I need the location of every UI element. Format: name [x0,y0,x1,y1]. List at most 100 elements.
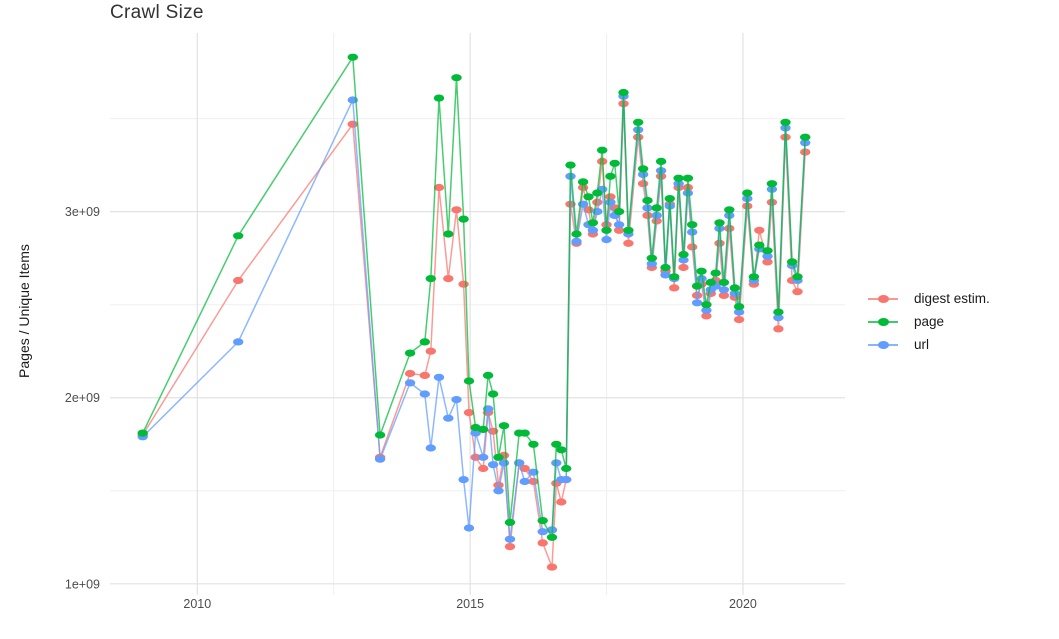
data-point[interactable] [519,429,530,437]
data-point[interactable] [374,431,386,439]
data-point[interactable] [618,88,629,97]
data-point[interactable] [651,204,662,212]
data-point[interactable] [673,174,684,182]
data-point[interactable] [733,316,745,324]
data-point[interactable] [687,243,698,251]
legend-item-digest-estim-[interactable]: digest estim. [868,290,990,307]
data-point[interactable] [637,170,649,178]
data-point[interactable] [705,278,716,286]
data-point[interactable] [443,275,454,283]
data-point[interactable] [786,258,798,266]
data-point[interactable] [347,120,358,128]
data-point[interactable] [487,390,499,398]
data-point[interactable] [792,288,803,296]
data-point[interactable] [669,284,680,292]
data-point[interactable] [597,146,608,154]
data-point[interactable] [519,477,530,486]
data-point[interactable] [556,498,567,506]
data-point[interactable] [762,258,773,266]
data-point[interactable] [780,118,791,126]
data-point[interactable] [691,299,703,307]
data-point[interactable] [678,250,689,259]
data-point[interactable] [478,425,489,433]
data-point[interactable] [766,180,778,188]
data-point[interactable] [546,533,558,541]
data-point[interactable] [754,241,765,249]
data-point[interactable] [425,444,436,452]
data-point[interactable] [551,459,562,467]
data-point[interactable] [762,252,773,260]
data-point[interactable] [623,226,634,234]
data-point[interactable] [729,289,740,298]
data-point[interactable] [664,195,675,203]
data-point[interactable] [404,379,416,387]
data-point[interactable] [718,278,730,286]
data-point[interactable] [623,239,634,247]
data-point[interactable] [433,94,445,102]
legend-item-url[interactable]: url [868,336,990,353]
data-point[interactable] [504,518,516,527]
data-point[interactable] [504,535,516,543]
data-point[interactable] [404,349,416,357]
data-point[interactable] [637,180,649,188]
data-point[interactable] [691,282,703,290]
data-point[interactable] [773,308,784,316]
data-point[interactable] [633,118,644,126]
data-point[interactable] [687,221,698,229]
data-point[interactable] [565,161,576,169]
data-point[interactable] [458,476,469,484]
data-point[interactable] [528,440,539,448]
data-point[interactable] [374,455,386,463]
data-point[interactable] [718,286,730,294]
data-point[interactable] [478,453,489,461]
data-point[interactable] [463,524,475,532]
data-point[interactable] [419,338,430,346]
data-point[interactable] [605,193,616,201]
data-point[interactable] [592,189,603,197]
data-point[interactable] [742,189,753,197]
data-point[interactable] [504,543,516,551]
data-point[interactable] [678,256,689,264]
data-point[interactable] [451,74,462,82]
data-point[interactable] [609,159,620,167]
data-point[interactable] [587,219,599,227]
data-point[interactable] [487,461,499,469]
data-point[interactable] [463,377,475,385]
data-point[interactable] [561,476,572,484]
data-point[interactable] [613,208,625,216]
data-point[interactable] [463,409,475,417]
data-point[interactable] [678,263,689,272]
data-point[interactable] [571,237,582,245]
data-point[interactable] [748,273,760,281]
legend-item-page[interactable]: page [868,313,990,330]
data-point[interactable] [478,464,489,473]
data-point[interactable] [669,273,680,281]
data-point[interactable] [482,371,494,379]
data-point[interactable] [404,369,416,378]
data-point[interactable] [419,390,430,398]
data-point[interactable] [701,312,712,320]
data-point[interactable] [762,247,773,255]
data-point[interactable] [470,453,481,461]
data-point[interactable] [682,189,694,197]
data-point[interactable] [729,284,740,292]
data-point[interactable] [493,487,504,495]
data-point[interactable] [451,206,462,214]
data-point[interactable] [773,325,784,333]
data-point[interactable] [682,174,694,182]
data-point[interactable] [592,198,603,206]
data-point[interactable] [551,440,562,448]
data-point[interactable] [587,226,599,234]
data-point[interactable] [433,373,445,381]
data-point[interactable] [613,221,625,229]
data-point[interactable] [655,157,667,165]
data-point[interactable] [773,314,784,322]
data-point[interactable] [419,371,430,379]
data-point[interactable] [425,275,436,283]
data-point[interactable] [718,291,730,299]
data-point[interactable] [233,338,244,346]
data-point[interactable] [433,183,445,192]
data-point[interactable] [714,239,725,247]
data-point[interactable] [754,226,765,234]
data-point[interactable] [701,306,712,314]
